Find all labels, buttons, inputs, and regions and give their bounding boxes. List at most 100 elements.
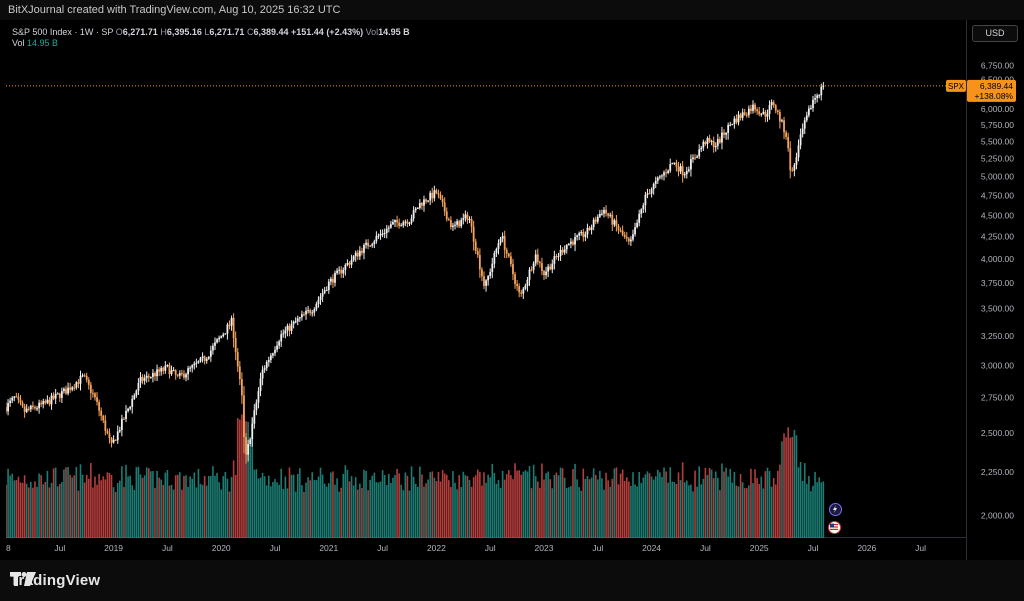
volume-bar (696, 486, 698, 538)
volume-bar (605, 472, 607, 538)
volume-bar (243, 412, 245, 538)
y-tick-label: 3,000.00 (981, 361, 1014, 371)
candle-body (503, 236, 506, 250)
candle-body (377, 235, 380, 237)
candle-body (745, 114, 748, 116)
candle-body (621, 230, 624, 235)
candle-body (481, 269, 483, 277)
footer-bar (0, 560, 1024, 601)
candle-body (607, 213, 610, 216)
volume-bar (644, 474, 647, 538)
volume-bar (783, 433, 785, 538)
volume-bar (580, 490, 583, 538)
volume-bar (476, 469, 479, 538)
candle-body (658, 176, 661, 178)
candle-body (576, 235, 579, 237)
candle-body (92, 393, 94, 395)
candle-body (265, 362, 268, 369)
volume-bar (106, 472, 109, 538)
candle-body (83, 375, 86, 377)
volume-bar (508, 470, 510, 538)
candle-body (613, 220, 616, 225)
volume-bar (733, 471, 736, 538)
candle-body (793, 164, 796, 171)
candle-body (601, 213, 603, 215)
volume-value: 14.95 B (27, 38, 59, 48)
x-tick-label: 2022 (427, 543, 446, 553)
volume-bar (462, 471, 465, 538)
volume-bar (13, 480, 16, 538)
candle-body (290, 324, 293, 331)
volume-bar (133, 489, 136, 538)
candle-body (365, 242, 367, 245)
volume-bar (236, 418, 239, 538)
volume-bar (21, 482, 24, 538)
volume-bar (553, 474, 556, 538)
us-flag-event-icon[interactable] (828, 521, 841, 534)
volume-bar (251, 417, 254, 538)
candle-body (87, 379, 90, 385)
volume-bar (425, 483, 427, 538)
lightning-event-icon[interactable] (829, 503, 842, 516)
y-tick-label: 5,250.00 (981, 154, 1014, 164)
candle-body (149, 376, 152, 378)
y-tick-label: 3,750.00 (981, 278, 1014, 288)
candle-body (630, 239, 632, 242)
candle-body (73, 387, 76, 389)
volume-bar (479, 471, 481, 538)
volume-bar (394, 475, 396, 538)
price-tag: SPX 6,389.44+138.08% (946, 79, 1016, 102)
volume-bar (404, 472, 407, 538)
candle-body (762, 111, 765, 114)
volume-bar (712, 478, 715, 538)
candle-body (23, 406, 26, 412)
volume-bar (646, 471, 649, 538)
close-label: C (246, 27, 254, 37)
volume-bar (561, 468, 564, 538)
volume-bar (717, 477, 719, 538)
candle-body (737, 114, 740, 123)
candle-body (58, 393, 61, 398)
candle-body (435, 190, 438, 193)
volume-bar (607, 480, 609, 538)
volume-bar (497, 480, 500, 538)
candle-body (212, 345, 214, 351)
volume-bar (354, 477, 357, 538)
candle-body (243, 395, 245, 438)
volume-bar (772, 477, 775, 538)
candle-body (696, 156, 699, 158)
volume-bar (551, 488, 554, 538)
chart-area[interactable]: 2,000.00 2,250.00 2,500.00 2,750.00 3,000.00… (6, 20, 1018, 560)
volume-bar (325, 486, 328, 538)
candle-body (79, 375, 82, 384)
currency-button[interactable]: USD (972, 25, 1018, 42)
volume-bar (752, 483, 754, 538)
candle-body (44, 401, 47, 403)
candle-body (499, 238, 502, 244)
candle-body (375, 236, 378, 242)
volume-bar (377, 482, 380, 538)
volume-bar (692, 491, 694, 538)
candle-body (764, 111, 767, 117)
volume-bar (44, 481, 47, 538)
candle-body (356, 252, 359, 257)
candle-body (700, 147, 703, 150)
candle-body (127, 408, 129, 411)
volume-bar (25, 483, 28, 538)
candle-body (584, 234, 587, 237)
candle-body (98, 401, 101, 411)
candle-body (143, 378, 146, 381)
candle-body (458, 221, 461, 227)
candle-body (553, 256, 556, 264)
candle-body (350, 259, 353, 265)
volume-legend: Vol 14.95 B (12, 38, 58, 48)
candle-body (681, 166, 684, 176)
candle-body (315, 304, 318, 310)
tradingview-brand[interactable]: TradingView (10, 572, 100, 589)
price-chart-svg[interactable]: 2,000.00 2,250.00 2,500.00 2,750.00 3,000.00… (6, 20, 1018, 560)
volume-bar (9, 475, 11, 538)
volume-bar (785, 437, 787, 538)
candle-body (338, 269, 341, 271)
candle-body (460, 219, 463, 227)
candle-body (13, 396, 16, 398)
